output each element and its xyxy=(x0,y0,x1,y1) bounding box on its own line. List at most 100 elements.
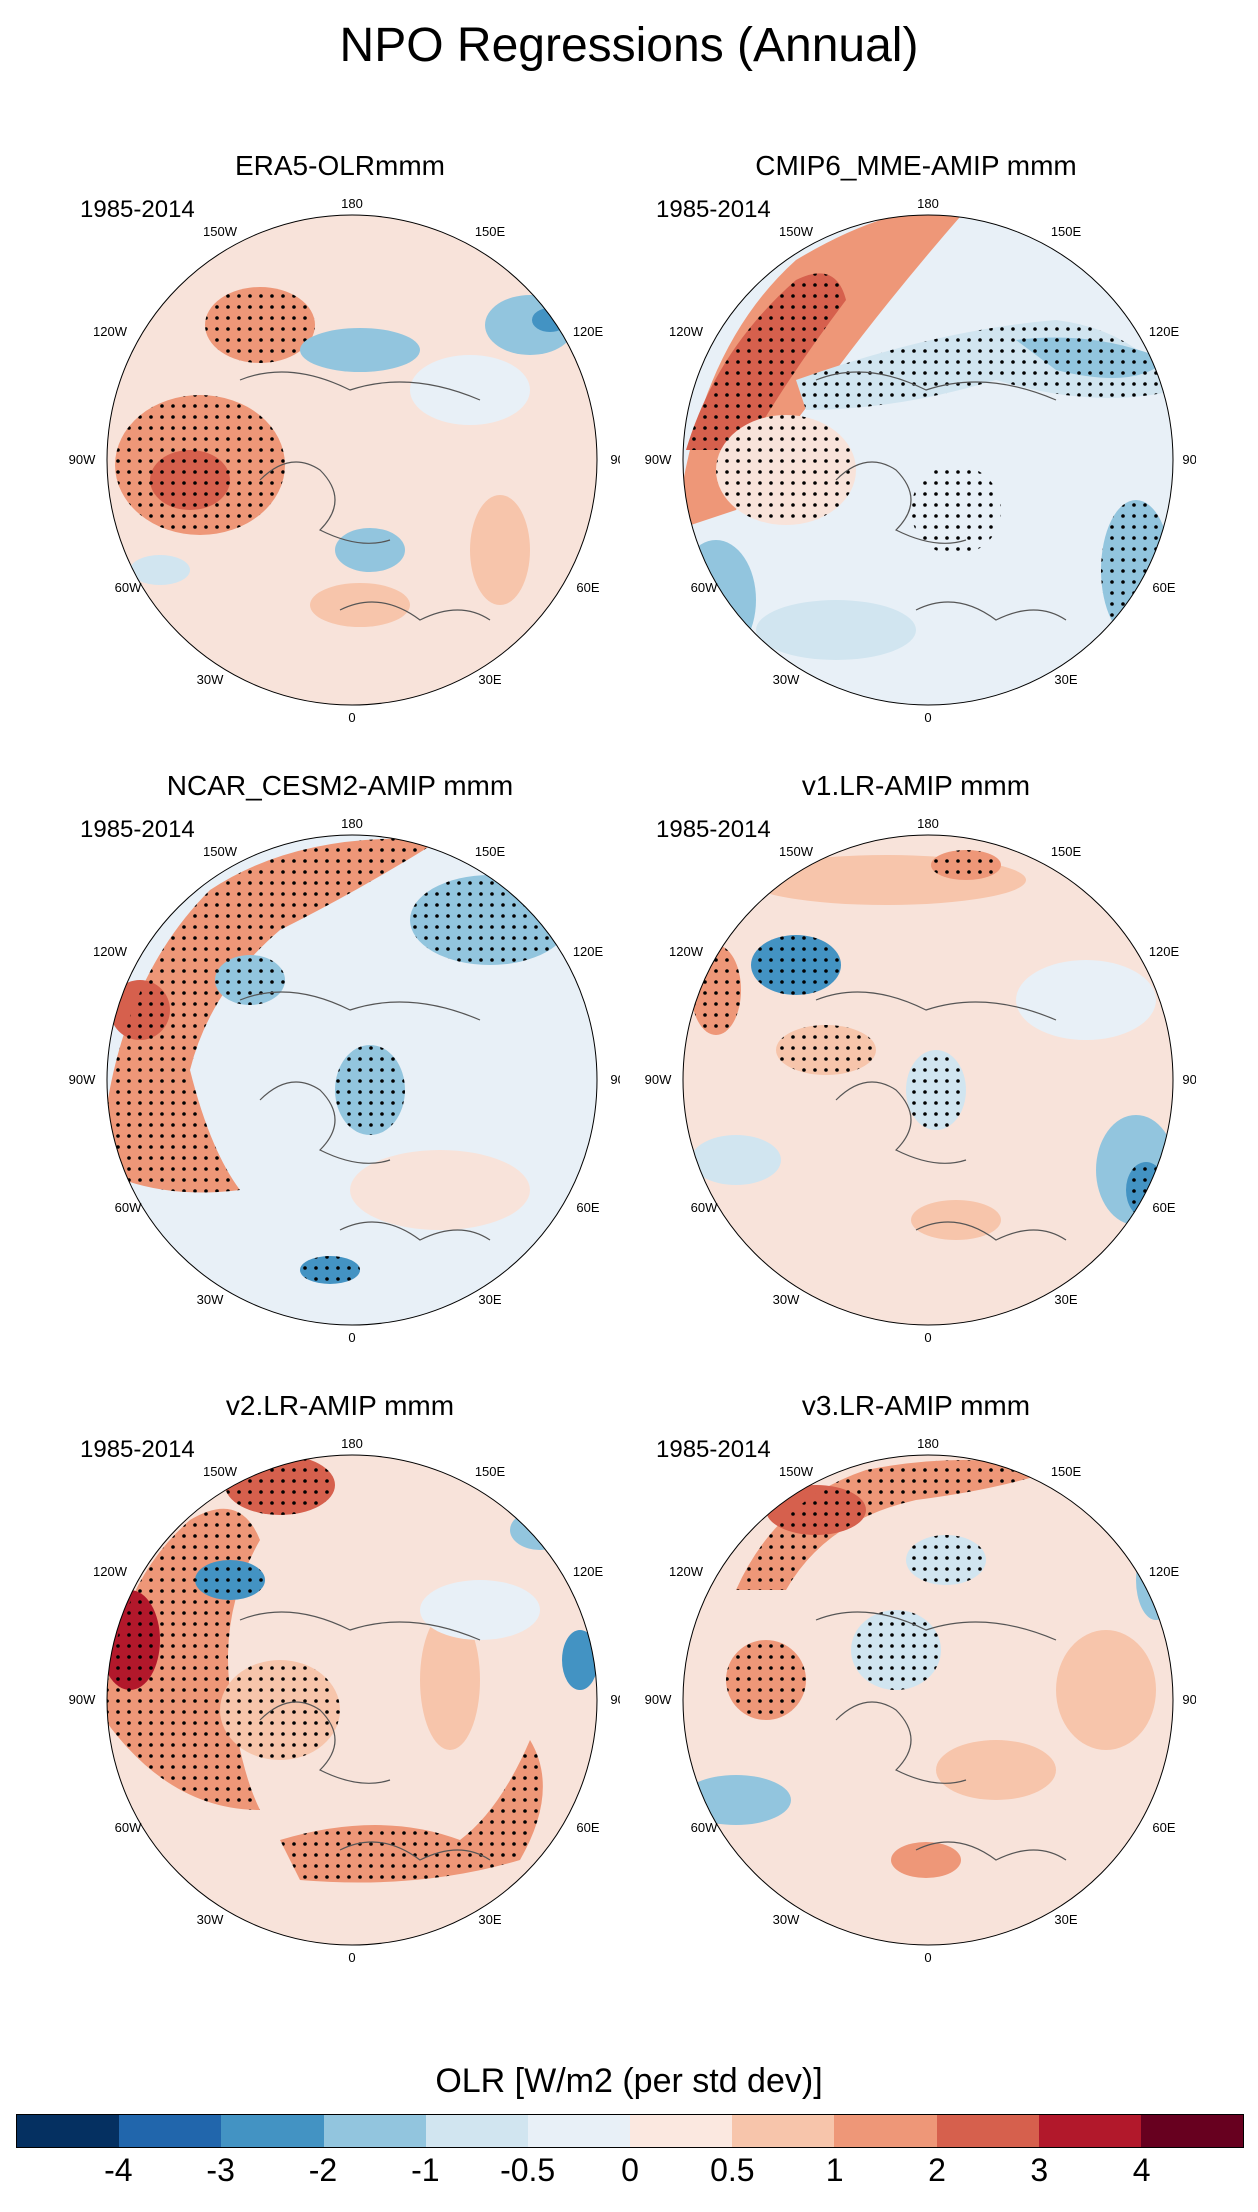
lon-label-150e: 150E xyxy=(475,1464,506,1479)
lon-label-120w: 120W xyxy=(93,1564,128,1579)
colorbar-tick-label: 3 xyxy=(1030,2152,1049,2188)
lon-label-60e: 60E xyxy=(576,1820,599,1835)
colorbar-tick-label: -1 xyxy=(411,2152,440,2188)
lon-label-120e: 120E xyxy=(1149,944,1180,959)
lon-label-90w: 90W xyxy=(645,452,672,467)
lon-label-120e: 120E xyxy=(1149,1564,1180,1579)
lon-label-90e: 90E xyxy=(610,452,620,467)
map-panel-cesm2: NCAR_CESM2-AMIP mmm 1985-2014 180 150W 1… xyxy=(60,770,620,1390)
panel-title: v2.LR-AMIP mmm xyxy=(225,1390,455,1421)
lon-label-120w: 120W xyxy=(669,324,704,339)
panel-title: ERA5-OLRmmm xyxy=(234,150,445,181)
lon-label-0: 0 xyxy=(924,1950,931,1965)
polar-map: 180 150W 150E 120W 120E 90W 90E 60W 60E … xyxy=(69,816,620,1345)
lon-label-90w: 90W xyxy=(645,1692,672,1707)
lon-label-150w: 150W xyxy=(203,224,238,239)
colorbar-box xyxy=(1140,2115,1244,2147)
figure-title: NPO Regressions (Annual) xyxy=(339,19,919,72)
colorbar-tick-label: 0.5 xyxy=(710,2152,755,2188)
polar-map: 180 150W 150E 120W 120E 90W 90E 60W 60E … xyxy=(645,1436,1196,1965)
map-panel-v3: v3.LR-AMIP mmm 1985-2014 180 150 xyxy=(636,1390,1196,2010)
lon-label-180: 180 xyxy=(341,1436,363,1451)
lon-label-150w: 150W xyxy=(779,224,814,239)
lon-label-60e: 60E xyxy=(1152,1200,1175,1215)
panel-period: 1985-2014 xyxy=(656,816,771,843)
lon-label-150e: 150E xyxy=(1051,844,1082,859)
lon-label-120w: 120W xyxy=(93,324,128,339)
lon-label-180: 180 xyxy=(341,816,363,831)
lon-label-120e: 120E xyxy=(573,1564,604,1579)
map-panel-v2: v2.LR-AMIP mmm 1985-2014 180 xyxy=(60,1390,620,2010)
lon-label-90e: 90E xyxy=(610,1692,620,1707)
lon-label-60e: 60E xyxy=(576,1200,599,1215)
colorbar-tick-label: 2 xyxy=(928,2152,946,2188)
lon-label-30e: 30E xyxy=(478,1912,501,1927)
colorbar-box xyxy=(221,2115,324,2147)
panel-period: 1985-2014 xyxy=(656,1436,771,1463)
lon-label-150e: 150E xyxy=(475,844,506,859)
lon-label-120w: 120W xyxy=(669,944,704,959)
lon-label-120e: 120E xyxy=(573,944,604,959)
panel-title: v3.LR-AMIP mmm xyxy=(801,1390,1031,1421)
lon-label-30w: 30W xyxy=(773,1912,800,1927)
colorbar-tick-label: -3 xyxy=(206,2152,235,2188)
lon-label-90w: 90W xyxy=(69,1692,96,1707)
panel-title: NCAR_CESM2-AMIP mmm xyxy=(166,770,514,801)
colorbar-box xyxy=(119,2115,222,2147)
lon-label-120e: 120E xyxy=(1149,324,1180,339)
colorbar xyxy=(16,2114,1244,2148)
lon-label-60w: 60W xyxy=(115,1820,142,1835)
colorbar-tick-label: 1 xyxy=(825,2152,844,2188)
lon-label-0: 0 xyxy=(924,710,931,725)
lon-label-150e: 150E xyxy=(1051,1464,1082,1479)
map-panel-era5: ERA5-OLRmmm 1985-2014 180 xyxy=(60,150,620,770)
colorbar-box xyxy=(936,2115,1039,2147)
lon-label-90e: 90E xyxy=(1182,1692,1196,1707)
lon-label-180: 180 xyxy=(341,196,363,211)
lon-label-90e: 90E xyxy=(1182,1072,1196,1087)
map-panel-cmip6: CMIP6_MME-AMIP mmm 1985-2014 180 xyxy=(636,150,1196,770)
lon-label-30e: 30E xyxy=(478,672,501,687)
lon-label-30e: 30E xyxy=(478,1292,501,1307)
lon-label-30e: 30E xyxy=(1054,1292,1077,1307)
panel-title: CMIP6_MME-AMIP mmm xyxy=(755,150,1077,181)
colorbar-box xyxy=(732,2115,835,2147)
lon-label-60w: 60W xyxy=(691,1820,718,1835)
panel-title: v1.LR-AMIP mmm xyxy=(801,770,1031,801)
lon-label-30w: 30W xyxy=(773,672,800,687)
lon-label-90w: 90W xyxy=(69,1072,96,1087)
colorbar-box xyxy=(527,2115,631,2147)
lon-label-0: 0 xyxy=(924,1330,931,1345)
colorbar-tick-label: 0 xyxy=(621,2152,639,2188)
colorbar-box xyxy=(323,2115,426,2147)
lon-label-30e: 30E xyxy=(1054,672,1077,687)
lon-label-180: 180 xyxy=(917,196,939,211)
lon-label-30w: 30W xyxy=(197,672,224,687)
polar-map: 180 150W 150E 120W 120E 90W 90E 60W 60E … xyxy=(69,1436,620,1965)
lon-label-120w: 120W xyxy=(93,944,128,959)
lon-label-90e: 90E xyxy=(1182,452,1196,467)
panel-period: 1985-2014 xyxy=(80,816,195,843)
lon-label-0: 0 xyxy=(348,1330,355,1345)
lon-label-30w: 30W xyxy=(197,1292,224,1307)
colorbar-tick-label: -2 xyxy=(308,2152,338,2188)
lon-label-150w: 150W xyxy=(203,1464,238,1479)
colorbar-tick-label: -4 xyxy=(104,2152,133,2188)
lon-label-60w: 60W xyxy=(691,1200,718,1215)
lon-label-60e: 60E xyxy=(1152,580,1175,595)
lon-label-150w: 150W xyxy=(779,844,814,859)
lon-label-90w: 90W xyxy=(69,452,96,467)
colorbar-box xyxy=(834,2115,937,2147)
lon-label-60e: 60E xyxy=(576,580,599,595)
lon-label-60w: 60W xyxy=(115,580,142,595)
lon-label-30w: 30W xyxy=(197,1912,224,1927)
polar-map: 180 150W 150E 120W 120E 90W 90E 60W 60E … xyxy=(645,816,1196,1345)
lon-label-30e: 30E xyxy=(1054,1912,1077,1927)
lon-label-150e: 150E xyxy=(1051,224,1082,239)
lon-label-90e: 90E xyxy=(610,1072,620,1087)
panel-period: 1985-2014 xyxy=(80,1436,195,1463)
lon-label-60w: 60W xyxy=(115,1200,142,1215)
colorbar-box xyxy=(425,2115,528,2147)
lon-label-90w: 90W xyxy=(645,1072,672,1087)
colorbar-box xyxy=(630,2115,733,2147)
